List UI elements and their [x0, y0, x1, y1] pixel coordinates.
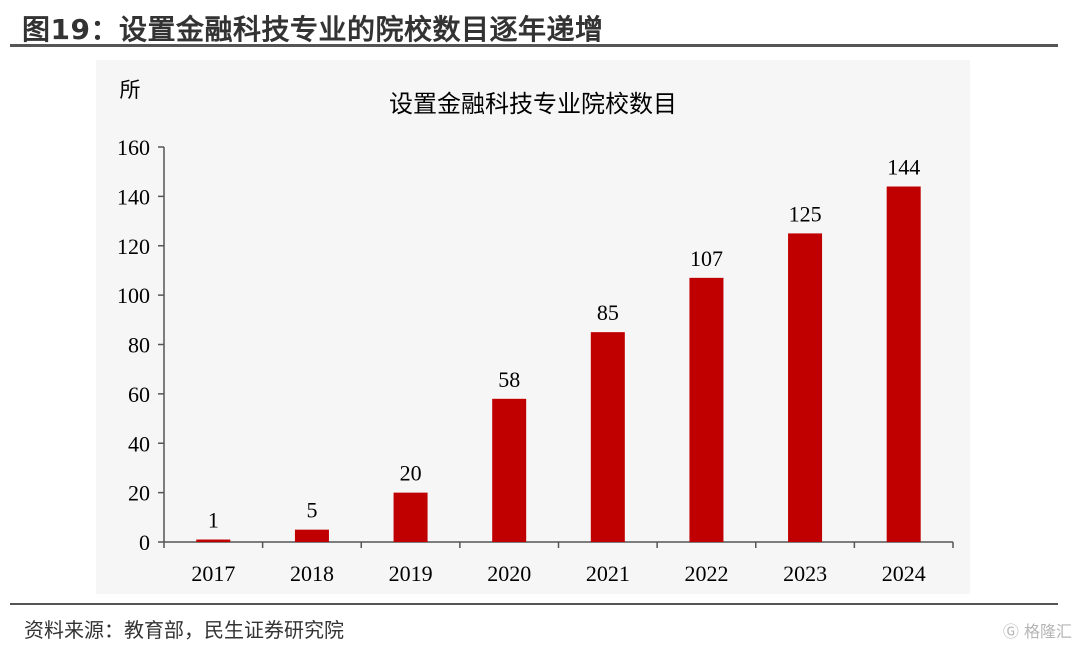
x-tick-label: 2017: [191, 561, 235, 586]
watermark-text: 格隆汇: [1023, 622, 1072, 641]
bar: [590, 332, 625, 542]
data-label: 1: [208, 508, 219, 533]
chart-title: 设置金融科技专业院校数目: [389, 90, 677, 118]
data-label: 58: [498, 367, 520, 392]
bottom-divider: [10, 603, 1058, 605]
y-tick-label: 140: [117, 184, 150, 209]
x-tick-label: 2024: [882, 561, 926, 586]
bar: [689, 277, 724, 542]
y-tick-label: 100: [117, 283, 150, 308]
data-label: 20: [400, 461, 422, 486]
y-tick-label: 60: [128, 382, 150, 407]
figure-title: 图19：设置金融科技专业的院校数目逐年递增: [22, 13, 604, 46]
bar: [886, 186, 921, 542]
x-tick-label: 2021: [586, 561, 630, 586]
y-axis: 0 20 40 60 80 100 120 140 160: [117, 135, 165, 555]
y-tick-label: 160: [117, 135, 150, 160]
data-label: 85: [597, 300, 619, 325]
bar: [196, 539, 231, 542]
bar: [294, 529, 329, 542]
bar: [788, 233, 823, 542]
y-tick-label: 120: [117, 234, 150, 259]
y-tick-label: 0: [139, 530, 150, 555]
y-tick-label: 20: [128, 481, 150, 506]
bar: [393, 492, 428, 542]
top-divider: [10, 44, 1058, 47]
y-axis-unit-label: 所: [120, 78, 141, 102]
watermark-icon: Ⓖ: [1002, 622, 1019, 641]
x-tick-label: 2019: [389, 561, 433, 586]
x-tick-label: 2018: [290, 561, 334, 586]
bar: [492, 398, 527, 542]
data-label: 107: [690, 246, 723, 271]
source-note: 资料来源：教育部，民生证券研究院: [24, 618, 344, 642]
data-label: 5: [306, 498, 317, 523]
x-tick-label: 2023: [783, 561, 827, 586]
x-tick-label: 2022: [684, 561, 728, 586]
data-label: 144: [887, 155, 920, 180]
y-tick-label: 80: [128, 333, 150, 358]
bar-series: [196, 186, 921, 542]
y-tick-label: 40: [128, 431, 150, 456]
data-labels: 1 5 20 58 85 107 125 144: [208, 155, 920, 533]
x-tick-label: 2020: [487, 561, 531, 586]
watermark-logo: Ⓖ 格隆汇: [1003, 618, 1072, 642]
data-label: 125: [789, 201, 822, 226]
x-axis: 2017 2018 2019 2020 2021 2022 2023 2024: [163, 541, 954, 586]
chart-plot-background: [96, 60, 970, 594]
